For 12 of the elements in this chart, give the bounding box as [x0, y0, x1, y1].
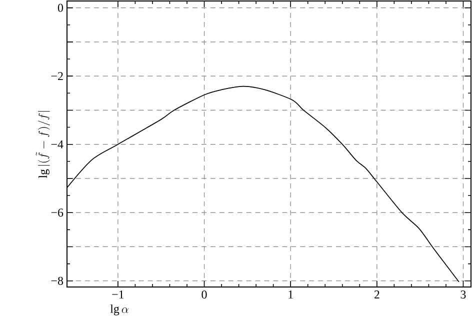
x-tick-label: −1 — [112, 290, 124, 298]
x-tick-label: 0 — [202, 290, 207, 299]
x-axis-title: $\lg \alpha$ — [110, 304, 128, 316]
x-tick-label: 2 — [374, 290, 380, 298]
y-tick-label: −8 — [51, 276, 64, 285]
y-tick-label: −4 — [51, 140, 64, 148]
y-tick-label: 0 — [58, 4, 64, 12]
y-tick-label: −2 — [51, 72, 63, 80]
y-axis-title: $\lg|(\tilde{f}-f)/f|$ — [36, 111, 50, 178]
x-tick-label: 1 — [288, 290, 293, 298]
x-tick-label: 3 — [460, 290, 466, 299]
y-tick-label: −6 — [51, 208, 64, 217]
